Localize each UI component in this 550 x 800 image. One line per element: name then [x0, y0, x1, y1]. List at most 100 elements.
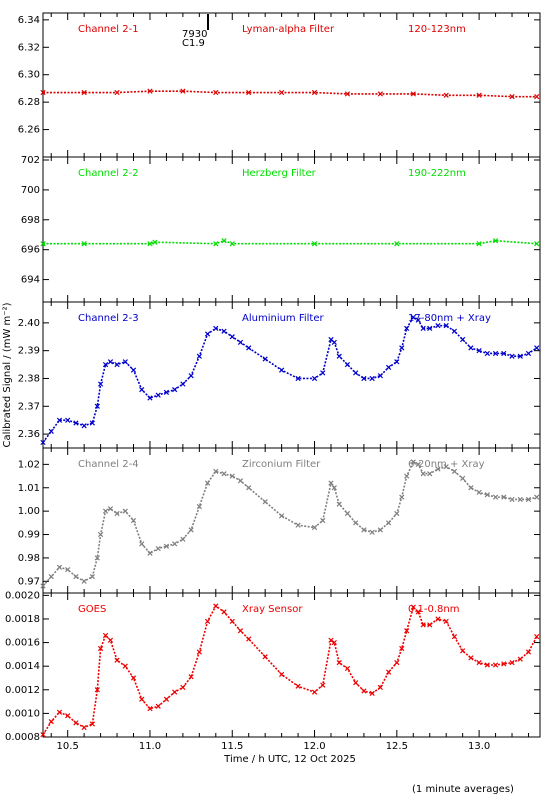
- data-point: [163, 389, 170, 396]
- data-point: [476, 241, 482, 247]
- data-point: [311, 524, 318, 531]
- y-tick-label: 6.32: [18, 42, 40, 53]
- y-tick-label: 2.38: [18, 373, 40, 384]
- data-point: [130, 675, 137, 681]
- data-point: [501, 494, 507, 500]
- y-tick-label: 2.37: [18, 401, 40, 412]
- panel-label: Channel 2-2: [78, 168, 139, 179]
- data-point: [476, 348, 482, 354]
- y-tick-label: 2.40: [18, 318, 40, 329]
- data-point: [534, 241, 540, 247]
- data-point: [81, 89, 87, 96]
- y-tick-label: 0.0008: [5, 732, 40, 743]
- data-series-line: [42, 316, 538, 443]
- data-point: [427, 325, 433, 332]
- panel-channel-2-1: 6.26 6.28 6.30 6.32 6.34 Channel 2-1 Lyman-alp…: [18, 12, 541, 158]
- y-tick-label: 0.0016: [5, 638, 40, 649]
- x-axis-title: Time / h UTC, 12 Oct 2025: [223, 754, 356, 765]
- y-tick-label: 2.39: [18, 346, 40, 357]
- y-tick-label: 6.26: [18, 125, 40, 136]
- data-point: [221, 238, 227, 244]
- data-point: [534, 494, 540, 500]
- data-point: [81, 241, 87, 247]
- panel-channel-2-4: 0.97 0.98 0.99 1.00 1.01 1.02 Channel 2-4 Zirco…: [18, 447, 541, 594]
- y-tick-label: 0.0010: [5, 708, 40, 719]
- data-point: [97, 645, 104, 652]
- y-tick-label: 694: [21, 275, 40, 286]
- panel-label: Lyman-alpha Filter: [242, 24, 335, 35]
- data-points: [40, 459, 540, 589]
- y-tick-label: 0.0012: [5, 685, 40, 696]
- flare-marker-id: 7930: [182, 29, 207, 40]
- data-series-line: [42, 604, 538, 736]
- panel-goes: 0.0008 0.0010 0.0012 0.0014 0.0016 0.0018 0.00…: [5, 590, 541, 743]
- y-tick-label: 702: [21, 155, 40, 166]
- averages-note: (1 minute averages): [412, 784, 514, 795]
- y-tick-label: 700: [21, 185, 40, 196]
- x-axis-labels: 10.5 11.0 11.5 12.0 12.5 13.0: [57, 741, 491, 752]
- flare-marker-class: C1.9: [182, 38, 205, 49]
- data-point: [404, 628, 410, 634]
- data-point: [435, 616, 441, 622]
- y-tick-label: 0.97: [18, 576, 40, 587]
- panel-label: Xray Sensor: [242, 604, 303, 615]
- data-point: [73, 420, 79, 426]
- x-tick-label: 10.5: [57, 741, 79, 752]
- panel-label: 6-20nm + Xray: [408, 459, 485, 470]
- data-point: [410, 91, 416, 97]
- data-point: [311, 89, 318, 96]
- panel-label: Channel 2-4: [78, 459, 139, 470]
- data-points: [40, 314, 540, 446]
- panel-label: 0.1-0.8nm: [408, 604, 460, 615]
- data-point: [311, 241, 318, 247]
- y-tick-label: 0.99: [18, 530, 40, 541]
- y-tick-label: 0.0018: [5, 614, 40, 625]
- data-point: [492, 238, 499, 244]
- y-tick-label: 6.28: [18, 97, 40, 108]
- data-point: [89, 420, 95, 426]
- panel-frame: [42, 592, 541, 738]
- data-point: [94, 403, 100, 409]
- data-points: [40, 603, 540, 738]
- panel-label: GOES: [78, 604, 106, 615]
- flare-marker: 7930 C1.9: [182, 14, 209, 49]
- y-tick-label: 1.01: [18, 483, 40, 494]
- x-tick-label: 12.5: [386, 741, 408, 752]
- y-tick-label: 0.0020: [5, 590, 40, 601]
- data-point: [420, 622, 426, 628]
- data-points: [40, 88, 540, 100]
- data-series-line: [43, 239, 537, 245]
- data-series-line: [42, 460, 537, 587]
- data-point: [94, 555, 100, 561]
- panel-label: 17-80nm + Xray: [408, 313, 491, 324]
- data-point: [534, 94, 540, 100]
- data-point: [399, 645, 405, 652]
- data-points: [40, 238, 540, 247]
- x-tick-label: 12.0: [303, 741, 325, 752]
- data-point: [476, 92, 482, 98]
- data-point: [180, 88, 186, 94]
- panel-label: 190-222nm: [408, 168, 466, 179]
- y-tick-label: 1.00: [18, 506, 40, 517]
- panel-label: Zirconium Filter: [242, 459, 321, 470]
- x-tick-label: 11.5: [221, 741, 243, 752]
- panels: 6.26 6.28 6.30 6.32 6.34 Channel 2-1 Lyman-alp…: [5, 12, 541, 752]
- y-tick-label: 2.36: [18, 429, 40, 440]
- y-tick-label: 696: [21, 245, 40, 256]
- data-point: [40, 583, 46, 589]
- y-tick-label: 698: [21, 215, 40, 226]
- panel-channel-2-2: 694 696 698 700 702 Channel 2-2 Herzberg Filte…: [21, 155, 541, 303]
- data-point: [501, 661, 507, 667]
- data-point: [196, 503, 202, 510]
- data-point: [525, 496, 532, 503]
- y-tick-label: 1.02: [18, 459, 40, 470]
- data-point: [484, 662, 490, 668]
- x-tick-label: 11.0: [139, 741, 161, 752]
- data-series-line: [43, 90, 537, 98]
- y-axis-title: Calibrated Signal / (mW m⁻²): [2, 302, 13, 447]
- data-point: [122, 359, 128, 365]
- data-point: [246, 89, 252, 96]
- panel-label: Herzberg Filter: [242, 168, 317, 179]
- panel-label: Aluminium Filter: [242, 313, 325, 324]
